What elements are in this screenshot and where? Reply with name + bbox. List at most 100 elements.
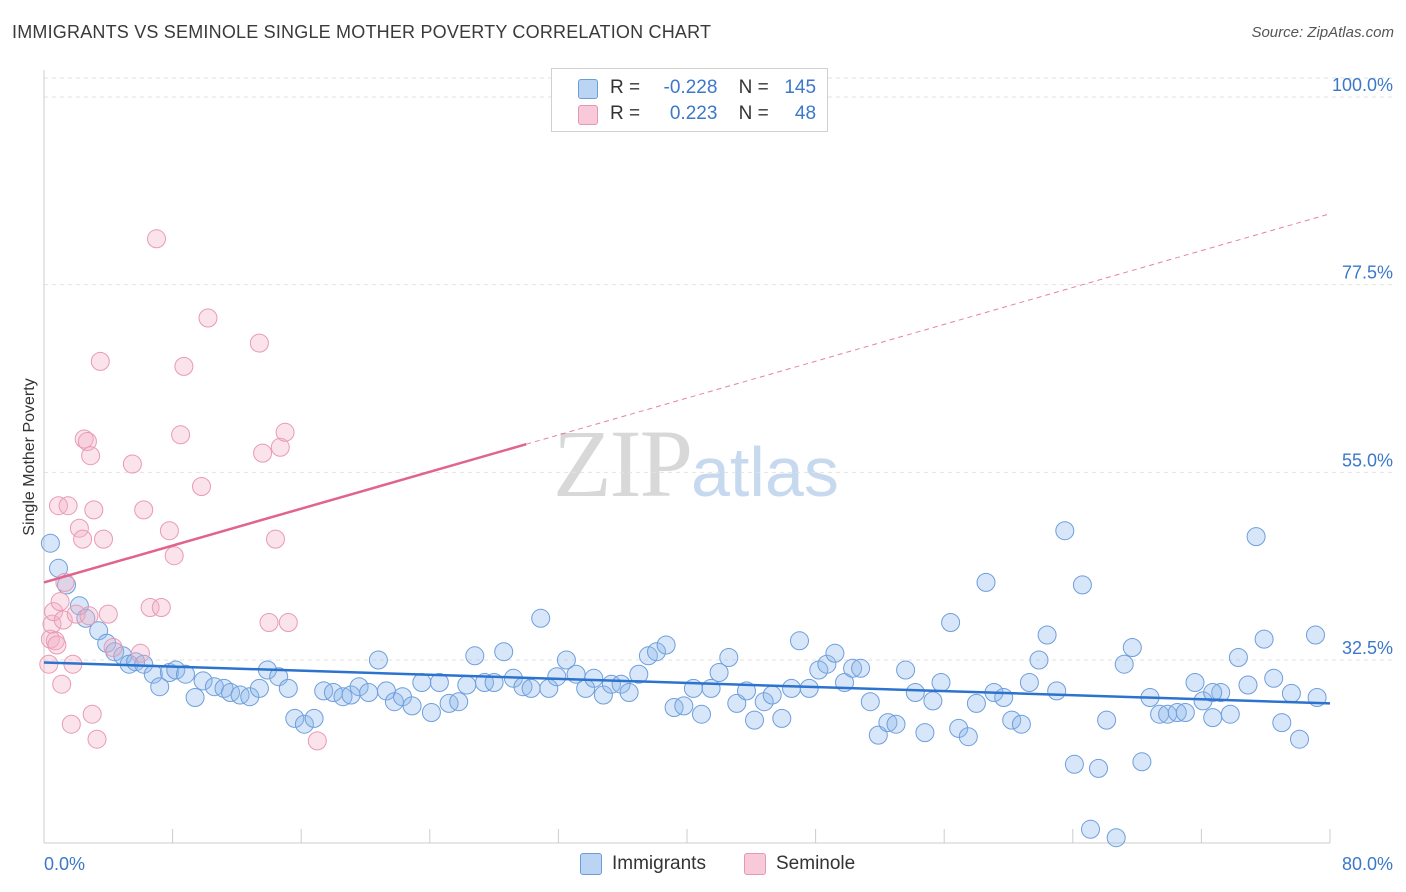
seminole-point (69, 518, 89, 538)
seminole-point (266, 529, 285, 549)
immigrants-point (976, 572, 996, 592)
immigrants-point (584, 668, 604, 688)
immigrants-point (176, 664, 195, 684)
immigrants-point (1254, 629, 1274, 649)
immigrants-point (439, 693, 459, 713)
immigrants-point (817, 654, 837, 674)
immigrants-point (825, 643, 845, 663)
seminole-point (74, 429, 94, 449)
legend-n-label: N = (738, 103, 769, 124)
seminole-point (253, 443, 273, 463)
immigrants-point (1228, 648, 1248, 667)
seminole-trend-extension (526, 213, 1331, 445)
bottom-legend-label: Immigrants (612, 853, 706, 874)
y-axis-title: Single Mother Poverty (21, 378, 38, 535)
immigrants-point (349, 677, 369, 697)
immigrants-point (278, 678, 298, 698)
legend-swatch-immigrants (578, 79, 598, 99)
immigrants-point (941, 613, 961, 632)
seminole-point (90, 351, 110, 371)
seminole-point (174, 356, 194, 376)
immigrants-point (593, 685, 613, 705)
immigrants-point (1238, 675, 1258, 695)
immigrants-point (923, 691, 943, 711)
immigrants-trend-line (43, 661, 1331, 705)
immigrants-point (249, 678, 269, 698)
immigrants-point (745, 710, 764, 730)
seminole-point (147, 229, 166, 249)
bottom-swatch-immigrants (580, 853, 602, 875)
immigrants-point (1011, 714, 1031, 734)
immigrants-point (1203, 683, 1223, 702)
legend-r-label: R = (610, 77, 641, 98)
immigrants-point (465, 646, 485, 666)
immigrants-point (494, 642, 514, 662)
data-points (39, 229, 1327, 848)
immigrants-point (851, 658, 871, 678)
immigrants-point (1185, 673, 1205, 692)
immigrants-point (782, 678, 801, 698)
immigrants-point (1029, 650, 1049, 670)
immigrants-point (701, 678, 721, 698)
legend-r-value: 0.223 (669, 103, 718, 124)
immigrants-point (333, 687, 353, 707)
immigrants-point (772, 708, 792, 728)
immigrants-point (886, 714, 906, 734)
seminole-point (98, 604, 118, 624)
seminole-point (270, 437, 290, 457)
seminole-point (58, 496, 78, 516)
immigrants-point (1132, 752, 1152, 772)
immigrants-point (1272, 713, 1292, 733)
immigrants-point (185, 688, 205, 707)
immigrants-point (1290, 729, 1309, 749)
immigrants-point (40, 533, 60, 553)
immigrants-point (1047, 681, 1067, 701)
immigrants-point (521, 678, 541, 698)
immigrants-point (1220, 704, 1240, 724)
immigrants-point (531, 608, 551, 628)
seminole-point (87, 729, 107, 749)
immigrants-point (314, 681, 334, 701)
immigrants-point (285, 708, 305, 728)
immigrants-point (966, 693, 986, 713)
seminole-point (171, 425, 191, 445)
immigrants-point (1019, 673, 1039, 692)
immigrants-point (1064, 754, 1084, 774)
immigrants-point (304, 708, 324, 728)
seminole-point (259, 613, 279, 632)
seminole-point (140, 598, 160, 617)
immigrants-point (958, 727, 978, 747)
immigrants-point (1055, 521, 1075, 541)
immigrants-point (294, 714, 314, 734)
legend-n-value: 48 (794, 103, 817, 124)
immigrants-point (1193, 691, 1213, 711)
seminole-point (278, 613, 298, 632)
immigrants-point (240, 687, 260, 707)
watermark-zip: ZIP (553, 410, 693, 517)
immigrants-point (656, 635, 676, 655)
immigrants-point (1175, 703, 1195, 722)
immigrants-point (931, 673, 951, 692)
y-tick-label: 100.0% (1332, 75, 1393, 95)
immigrants-point (647, 642, 666, 662)
immigrants-point (719, 648, 739, 667)
correlation-legend: R = -0.228 N = 145 R = 0.223 N = 48 (551, 68, 828, 132)
immigrants-point (556, 650, 576, 670)
seminole-point (49, 496, 68, 516)
immigrants-point (860, 692, 880, 712)
immigrants-point (674, 696, 694, 716)
immigrants-point (790, 631, 809, 651)
y-tick-label: 77.5% (1342, 263, 1393, 283)
seminole-point (61, 714, 81, 734)
immigrants-point (905, 683, 925, 702)
immigrants-point (762, 685, 782, 705)
seminole-point (81, 446, 101, 466)
immigrants-point (1089, 758, 1108, 778)
immigrants-point (1097, 710, 1117, 730)
immigrants-point (412, 673, 432, 692)
immigrants-point (799, 678, 819, 698)
immigrants-point (754, 692, 774, 712)
seminole-point (130, 643, 150, 663)
immigrants-point (709, 663, 729, 682)
